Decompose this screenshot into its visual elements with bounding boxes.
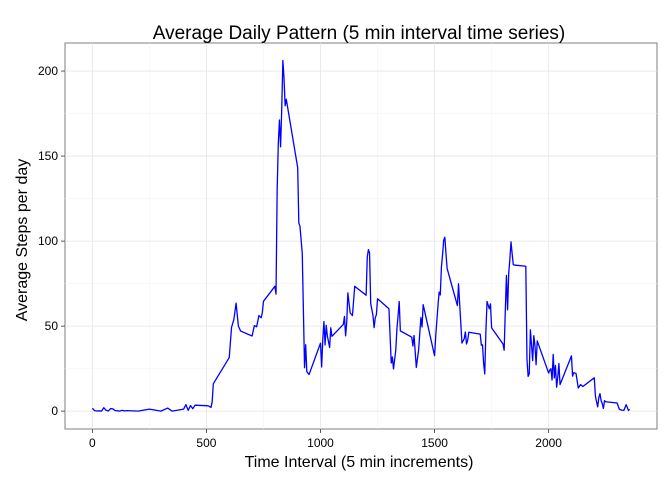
x-tick-label: 1500 (421, 436, 448, 450)
major-gridlines (65, 43, 657, 429)
x-axis-ticks: 0 500 1000 1500 2000 (89, 429, 562, 450)
y-tick-label: 50 (45, 319, 59, 333)
x-tick-label: 1000 (307, 436, 334, 450)
y-tick-label: 100 (38, 234, 58, 248)
y-axis-ticks: 0 50 100 150 200 (38, 64, 65, 418)
x-tick-label: 0 (89, 436, 96, 450)
chart-title: Average Daily Pattern (5 min interval ti… (153, 23, 566, 44)
y-tick-label: 0 (51, 404, 58, 418)
plot-panel-background (64, 42, 658, 430)
y-tick-label: 150 (38, 149, 58, 163)
series-layer (91, 59, 631, 412)
x-tick-label: 2000 (535, 436, 562, 450)
minor-gridlines (65, 43, 657, 429)
y-tick-label: 200 (38, 64, 58, 78)
series-line (91, 59, 631, 412)
x-axis-title: Time Interval (5 min increments) (245, 454, 474, 471)
x-tick-label: 500 (196, 436, 216, 450)
y-axis-title: Average Steps per day (14, 159, 31, 321)
